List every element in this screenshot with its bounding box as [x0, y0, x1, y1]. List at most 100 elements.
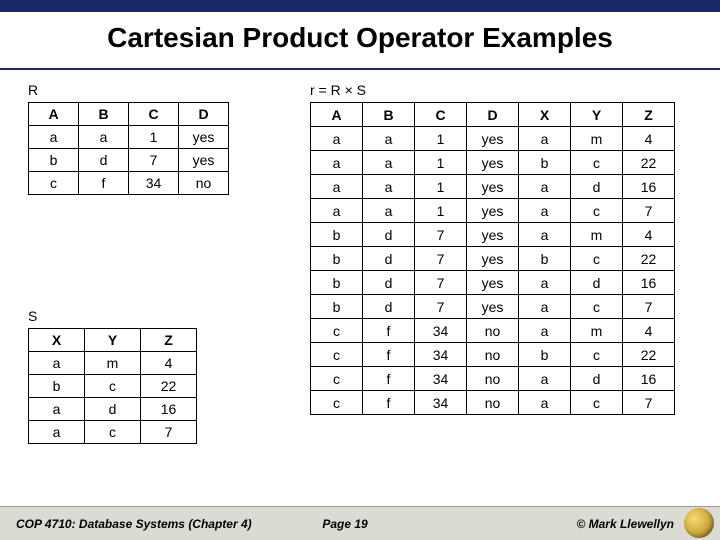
table-cell: 34 — [129, 172, 179, 195]
table-cell: 7 — [141, 421, 197, 444]
table-cell: f — [363, 343, 415, 367]
table-cell: a — [363, 199, 415, 223]
table-cell: 7 — [623, 295, 675, 319]
table-row: aa1yesad16 — [311, 175, 675, 199]
table-cell: 7 — [623, 199, 675, 223]
table-cell: no — [467, 343, 519, 367]
table-cell: c — [571, 151, 623, 175]
column-header: X — [519, 103, 571, 127]
table-row: cf34no — [29, 172, 229, 195]
table-cell: 7 — [623, 391, 675, 415]
table-cell: b — [311, 271, 363, 295]
table-cell: 16 — [623, 175, 675, 199]
table-cell: a — [519, 271, 571, 295]
column-header: D — [467, 103, 519, 127]
table-cell: a — [311, 175, 363, 199]
table-cell: yes — [467, 247, 519, 271]
table-cell: 1 — [415, 151, 467, 175]
table-cell: yes — [467, 223, 519, 247]
table-cell: d — [363, 247, 415, 271]
table-s: XYZam4bc22ad16ac7 — [28, 328, 197, 444]
table-row: aa1yesbc22 — [311, 151, 675, 175]
table-cell: c — [311, 367, 363, 391]
table-cell: a — [519, 367, 571, 391]
table-cell: m — [571, 127, 623, 151]
column-header: C — [415, 103, 467, 127]
table-cell: yes — [467, 151, 519, 175]
table-cell: 22 — [141, 375, 197, 398]
column-header: A — [311, 103, 363, 127]
table-row: bd7yesam4 — [311, 223, 675, 247]
table-row: cf34noad16 — [311, 367, 675, 391]
column-header: Z — [623, 103, 675, 127]
table-row: cf34noac7 — [311, 391, 675, 415]
table-cell: a — [29, 421, 85, 444]
column-header: Z — [141, 329, 197, 352]
table-cell: 7 — [415, 271, 467, 295]
table-s-label: S — [28, 308, 197, 324]
table-result-label: r = R × S — [310, 82, 675, 98]
footer-author: © Mark Llewellyn — [368, 517, 720, 531]
table-cell: yes — [467, 295, 519, 319]
table-cell: d — [571, 271, 623, 295]
table-r: ABCDaa1yesbd7yescf34no — [28, 102, 229, 195]
table-cell: m — [571, 223, 623, 247]
table-cell: m — [571, 319, 623, 343]
table-cell: c — [571, 343, 623, 367]
table-cell: 34 — [415, 391, 467, 415]
table-cell: d — [571, 367, 623, 391]
table-row: bd7yesbc22 — [311, 247, 675, 271]
column-header: B — [363, 103, 415, 127]
table-cell: d — [363, 295, 415, 319]
table-cell: 22 — [623, 343, 675, 367]
table-cell: a — [79, 126, 129, 149]
table-cell: a — [363, 127, 415, 151]
table-row: aa1yes — [29, 126, 229, 149]
table-cell: b — [311, 295, 363, 319]
table-cell: f — [363, 367, 415, 391]
footer-page: Page 19 — [322, 517, 367, 531]
top-bar — [0, 0, 720, 12]
table-cell: 34 — [415, 343, 467, 367]
table-cell: 1 — [415, 127, 467, 151]
table-cell: b — [29, 149, 79, 172]
table-cell: 16 — [623, 271, 675, 295]
table-cell: f — [363, 319, 415, 343]
table-r-label: R — [28, 82, 229, 98]
table-row: ac7 — [29, 421, 197, 444]
column-header: Y — [571, 103, 623, 127]
table-cell: yes — [467, 127, 519, 151]
table-cell: 7 — [415, 223, 467, 247]
table-cell: a — [519, 223, 571, 247]
table-cell: b — [311, 247, 363, 271]
table-cell: yes — [467, 271, 519, 295]
table-cell: f — [79, 172, 129, 195]
table-cell: a — [363, 151, 415, 175]
table-cell: a — [29, 126, 79, 149]
table-row: bd7yes — [29, 149, 229, 172]
table-cell: d — [85, 398, 141, 421]
table-cell: c — [571, 295, 623, 319]
table-cell: 7 — [129, 149, 179, 172]
table-row: cf34noam4 — [311, 319, 675, 343]
table-cell: a — [519, 319, 571, 343]
table-cell: yes — [179, 126, 229, 149]
table-cell: 22 — [623, 151, 675, 175]
table-cell: 4 — [623, 319, 675, 343]
table-cell: 7 — [415, 247, 467, 271]
table-cell: 7 — [415, 295, 467, 319]
table-r-block: R ABCDaa1yesbd7yescf34no — [28, 82, 229, 195]
table-cell: 1 — [129, 126, 179, 149]
table-cell: 34 — [415, 367, 467, 391]
footer: COP 4710: Database Systems (Chapter 4) P… — [0, 506, 720, 540]
table-cell: yes — [467, 199, 519, 223]
table-cell: a — [519, 199, 571, 223]
table-row: bd7yesad16 — [311, 271, 675, 295]
column-header: C — [129, 103, 179, 126]
table-cell: yes — [179, 149, 229, 172]
table-cell: a — [311, 127, 363, 151]
table-cell: 4 — [141, 352, 197, 375]
table-cell: no — [467, 319, 519, 343]
table-cell: c — [311, 319, 363, 343]
table-cell: 16 — [141, 398, 197, 421]
